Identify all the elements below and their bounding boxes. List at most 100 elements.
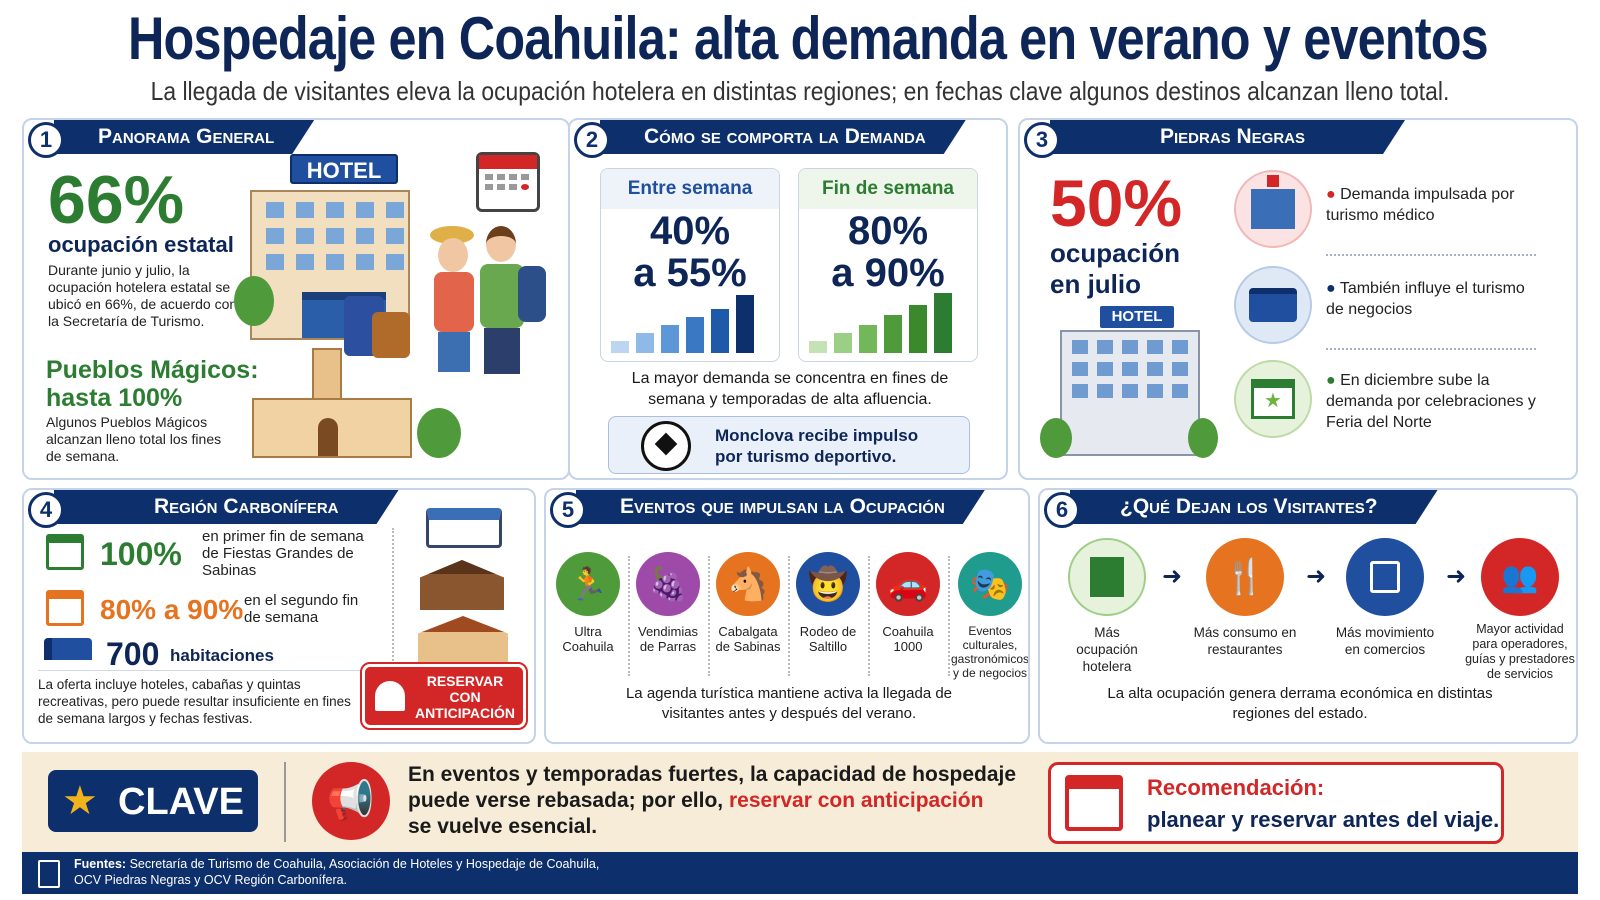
megaphone-icon: 📢 xyxy=(312,762,390,840)
panel-number: 6 xyxy=(1044,492,1080,528)
arrow-right-icon: ➜ xyxy=(1446,563,1467,590)
runner-icon: 🏃 xyxy=(556,552,620,616)
card-value-to: a 90% xyxy=(831,251,945,295)
separator xyxy=(948,556,950,676)
separator xyxy=(284,762,286,842)
card-label: Entre semana xyxy=(601,169,779,209)
event-label: Vendimias de Parras xyxy=(638,624,698,654)
fact-item-business: ● También influye el turismo de negocios xyxy=(1326,280,1525,318)
stat-700: 700 xyxy=(106,636,160,672)
footer: Fuentes: Secretaría de Turismo de Coahui… xyxy=(22,852,1578,894)
event-label: Ultra Coahuila xyxy=(562,624,614,654)
key-message-line3: se vuelve esencial. xyxy=(408,815,598,838)
panel-heading: Cómo se comporta la Demanda xyxy=(600,120,966,154)
bed-illustration xyxy=(426,508,502,548)
separator xyxy=(392,528,394,668)
key-strip: ★ CLAVE 📢 En eventos y temporadas fuerte… xyxy=(22,752,1578,858)
separator xyxy=(708,556,710,676)
panel-heading: Eventos que impulsan la Ocupación xyxy=(576,490,985,524)
event-label: Rodeo de Saltillo xyxy=(799,624,857,654)
demand-note: La mayor demanda se concentra en fines d… xyxy=(631,370,949,408)
panel-heading: Región Carbonífera xyxy=(54,490,399,524)
card-value-from: 40% xyxy=(649,209,731,253)
stat-label: ocupación estatal xyxy=(48,232,234,257)
separator xyxy=(788,556,790,676)
calendar-icon xyxy=(476,152,540,212)
tourists-illustration xyxy=(340,216,550,386)
benefit-label: Más movimiento en comercios xyxy=(1335,625,1435,657)
key-message: En eventos y temporadas fuertes, la capa… xyxy=(408,762,1028,840)
panel-eventos: 5 Eventos que impulsan la Ocupación 🏃 Ult… xyxy=(544,488,1030,744)
panel-demanda: 2 Cómo se comporta la Demanda Entre sema… xyxy=(568,118,1008,480)
panel-region-carbonifera: 4 Región Carbonífera 100% en primer fin … xyxy=(22,488,536,744)
panel-heading: ¿Qué Dejan los Visitantes? xyxy=(1070,490,1438,524)
people-group-icon: 👥 xyxy=(1481,538,1559,616)
event-culturales: 🎭 Eventos culturales, gastronómicos y de … xyxy=(950,552,1030,680)
sources-text: Fuentes: Secretaría de Turismo de Coahui… xyxy=(74,857,600,887)
cowboy-hat-icon: 🤠 xyxy=(796,552,860,616)
panel-number: 5 xyxy=(550,492,586,528)
hotel-illustration: HOTEL xyxy=(1040,306,1218,466)
events-note: La agenda turística mantiene activa la l… xyxy=(625,685,953,722)
key-highlight: reservar con anticipación xyxy=(728,789,984,812)
fact-item-december: ● En diciembre sube la demanda por celeb… xyxy=(1326,372,1536,431)
panel-panorama-general: 1 Panorama General 66% ocupación estatal… xyxy=(22,118,570,480)
calendar-star-icon: ★ xyxy=(1234,360,1312,438)
event-coahuila-1000: 🚗 Coahuila 1000 xyxy=(872,552,944,654)
stat-700-text: habitaciones xyxy=(170,646,274,665)
benefit-restaurant: 🍴 Más consumo en restaurantes xyxy=(1190,538,1300,658)
page-subtitle: La llegada de visitantes eleva la ocupac… xyxy=(150,76,1450,106)
page-title: Hospedaje en Coahuila: alta demanda en v… xyxy=(128,5,1489,72)
star-icon: ★ xyxy=(62,779,98,823)
event-rodeo-saltillo: 🤠 Rodeo de Saltillo xyxy=(792,552,864,654)
panel-piedras-negras: 3 Piedras Negras 50% ocupación en julio … xyxy=(1018,118,1578,480)
stat-80-90-percent: 80% a 90% xyxy=(100,594,244,625)
event-label: Coahuila 1000 xyxy=(882,624,934,654)
hotel-icon xyxy=(1068,538,1146,616)
event-ultra-coahuila: 🏃 Ultra Coahuila xyxy=(552,552,624,654)
fork-knife-icon: 🍴 xyxy=(1206,538,1284,616)
benefits-note: La alta ocupación genera derrama económi… xyxy=(1107,685,1493,722)
house-illustration xyxy=(418,616,508,666)
calendar-green-icon xyxy=(46,534,84,570)
card-entre-semana: Entre semana 40% a 55% xyxy=(600,168,780,362)
panel-number: 2 xyxy=(574,122,610,158)
horse-icon: 🐴 xyxy=(716,552,780,616)
panel-number: 1 xyxy=(28,122,64,158)
pueblos-magicos-desc: Algunos Pueblos Mágicos alcanzan lleno t… xyxy=(46,414,222,464)
event-label: Eventos culturales, gastronómicos y de n… xyxy=(950,624,1030,680)
recommendation-text: planear y reservar antes del viaje. xyxy=(1147,807,1500,832)
recommendation-box: Recomendación: planear y reservar antes … xyxy=(1048,762,1504,844)
theater-masks-icon: 🎭 xyxy=(958,552,1022,616)
event-cabalgata-sabinas: 🐴 Cabalgata de Sabinas xyxy=(712,552,784,654)
benefit-commerce: Más movimiento en comercios xyxy=(1330,538,1440,658)
benefit-label: Más consumo en restaurantes xyxy=(1193,625,1297,657)
sources-label: Fuentes: xyxy=(74,857,127,871)
reserve-button[interactable]: RESERVAR CON ANTICIPACIÓN xyxy=(360,662,528,730)
card-label: Fin de semana xyxy=(799,169,977,209)
benefit-label: Más ocupación hotelera xyxy=(1076,625,1138,674)
card-value-to: a 55% xyxy=(633,251,747,295)
calendar-red-icon xyxy=(1065,775,1123,831)
benefit-operators: 👥 Mayor actividad para operadores, guías… xyxy=(1464,538,1576,682)
arrow-right-icon: ➜ xyxy=(1306,563,1327,590)
pueblos-magicos-title: Pueblos Mágicos: hasta 100% xyxy=(46,356,259,412)
bar-icon-green xyxy=(809,293,952,353)
bell-icon xyxy=(375,681,405,711)
stat-100-percent: 100% xyxy=(100,536,182,572)
benefit-hotel: Más ocupación hotelera xyxy=(1062,538,1152,675)
arrow-right-icon: ➜ xyxy=(1162,563,1183,590)
stat-50-percent: 50% xyxy=(1050,166,1183,240)
soccer-ball-icon xyxy=(641,421,691,471)
offer-description: La oferta incluye hoteles, cabañas y qui… xyxy=(38,677,351,726)
grapes-icon: 🍇 xyxy=(636,552,700,616)
stat-66-percent: 66% xyxy=(48,162,185,238)
panel-number: 3 xyxy=(1024,122,1060,158)
bar-icon-blue xyxy=(611,295,754,353)
separator xyxy=(868,556,870,676)
event-label: Cabalgata de Sabinas xyxy=(715,624,781,654)
briefcase-icon xyxy=(1234,266,1312,344)
reserve-button-label: RESERVAR CON ANTICIPACIÓN xyxy=(414,673,516,721)
key-message-line1: En eventos y temporadas fuertes, la capa… xyxy=(408,763,1017,786)
church-illustration xyxy=(242,348,472,468)
